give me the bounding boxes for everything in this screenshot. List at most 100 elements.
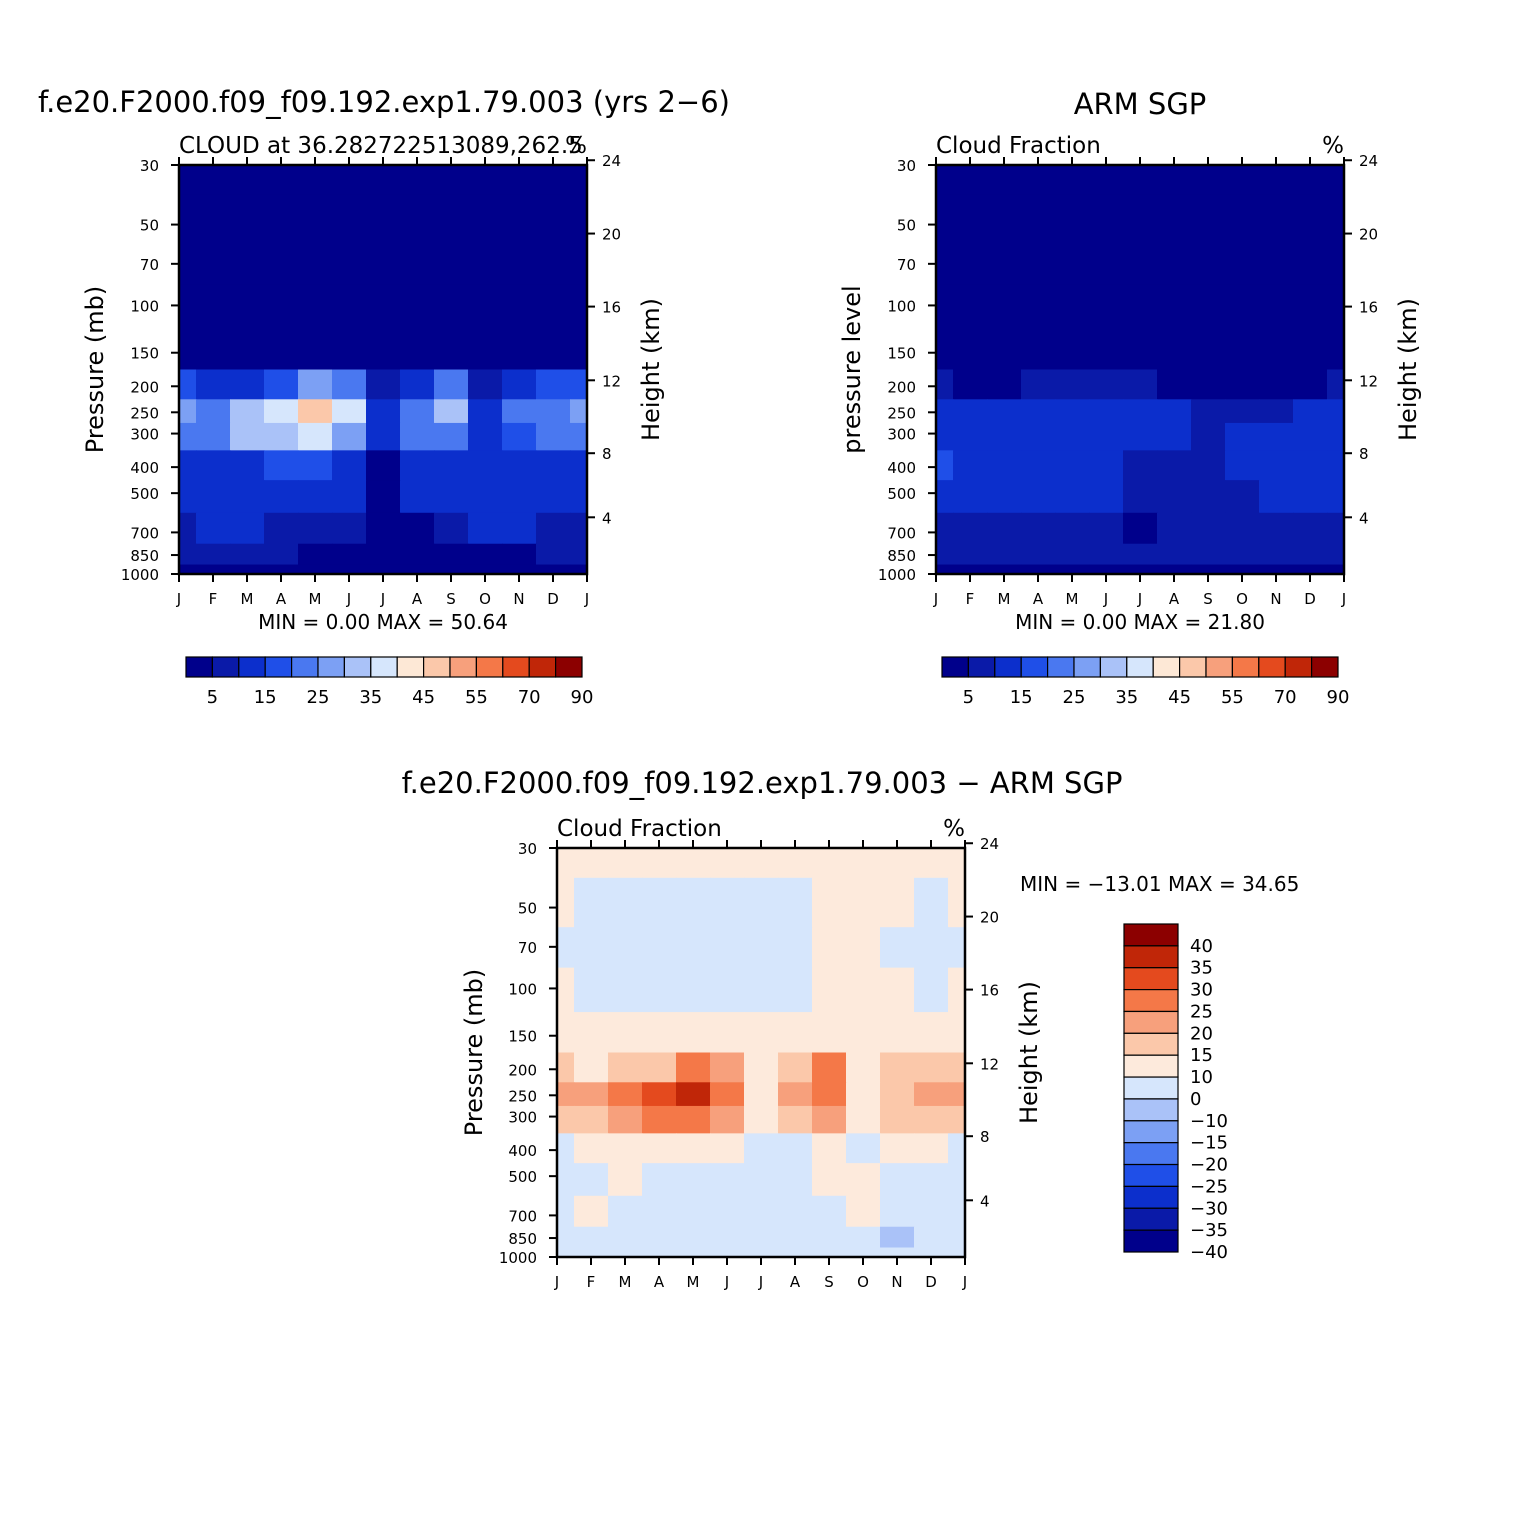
heatmap-cell <box>953 284 988 330</box>
heatmap-cell <box>846 1012 881 1054</box>
heatmap-cell <box>1157 165 1192 196</box>
heatmap-cell <box>846 1052 881 1083</box>
heatmap-cell <box>936 369 954 400</box>
heatmap-cell <box>1157 422 1192 451</box>
heatmap-cell <box>468 165 503 196</box>
heatmap-cell <box>557 1133 575 1164</box>
heatmap-cell <box>778 1226 813 1249</box>
heatmap-cell <box>880 1195 915 1228</box>
height-tick-label: 8 <box>1359 445 1369 463</box>
x-tick-label: F <box>209 590 218 608</box>
heatmap-cell <box>230 399 265 424</box>
heatmap-cell <box>948 848 966 879</box>
heatmap-cell <box>846 927 881 969</box>
y-tick-label: 500 <box>130 485 159 503</box>
heatmap-cell <box>948 1052 966 1083</box>
y-tick-label: 700 <box>887 524 916 542</box>
heatmap-cell <box>812 1226 847 1249</box>
heatmap-cell <box>298 422 333 451</box>
y-tick-label: 400 <box>130 459 159 477</box>
heatmap-cell <box>536 543 571 566</box>
heatmap-cell <box>744 848 779 879</box>
heatmap-cell <box>914 1195 949 1228</box>
heatmap-cell <box>846 877 881 928</box>
heatmap-cell <box>196 450 231 481</box>
heatmap-cell <box>608 1133 643 1164</box>
heatmap-cell <box>744 1105 779 1134</box>
heatmap-cell <box>557 1052 575 1083</box>
heatmap-cell <box>570 244 588 286</box>
heatmap-cell <box>1225 194 1260 245</box>
heatmap-cell <box>1327 512 1345 545</box>
heatmap-cell <box>570 165 588 196</box>
colorbar-swatch <box>185 656 213 678</box>
heatmap-cell <box>536 284 571 330</box>
heatmap-cell <box>468 369 503 400</box>
colorbar-swatch <box>554 656 583 678</box>
x-tick-label: A <box>276 590 287 608</box>
heatmap-cell <box>434 450 469 481</box>
heatmap-cell <box>502 422 537 451</box>
heatmap-cell <box>953 165 988 196</box>
heatmap-cell <box>880 1082 915 1107</box>
heatmap-cell <box>812 1163 847 1197</box>
colorbar-label: 25 <box>1063 687 1086 708</box>
heatmap-cell <box>880 967 915 1013</box>
heatmap-cell <box>536 244 571 286</box>
colorbar-swatch <box>1123 1076 1179 1100</box>
heatmap-cell <box>710 1052 745 1083</box>
heatmap-cell <box>744 1163 779 1197</box>
colorbar-label: 35 <box>1115 687 1138 708</box>
x-tick-label: D <box>925 1273 937 1291</box>
heatmap-cell <box>332 369 367 400</box>
colorbar-swatch <box>1123 945 1179 969</box>
y-tick-label: 50 <box>897 217 916 235</box>
heatmap-cell <box>400 244 435 286</box>
heatmap-cell <box>880 848 915 879</box>
heatmap-cell <box>1089 284 1124 330</box>
panel-subtitle: CLOUD at 36.282722513089,262.5 <box>179 133 583 159</box>
heatmap-cell <box>1021 194 1056 245</box>
y-tick-label: 850 <box>130 547 159 565</box>
heatmap-cell <box>710 1012 745 1054</box>
heatmap-cell <box>366 194 401 245</box>
heatmap-cell <box>1327 564 1345 575</box>
heatmap-cell <box>298 564 333 575</box>
x-tick-label: A <box>654 1273 665 1291</box>
heatmap-cell <box>914 1012 949 1054</box>
min-max-label: MIN = 0.00 MAX = 21.80 <box>1015 610 1265 634</box>
heatmap-cell <box>846 967 881 1013</box>
heatmap-cell <box>1021 244 1056 286</box>
heatmap-cell <box>987 369 1022 400</box>
y-axis-label: Pressure (mb) <box>81 286 109 453</box>
y-tick-label: 200 <box>130 378 159 396</box>
heatmap-cell <box>196 244 231 286</box>
heatmap-cell <box>1089 564 1124 575</box>
heatmap-cell <box>1259 165 1294 196</box>
heatmap-cell <box>1157 564 1192 575</box>
heatmap-cell <box>948 1012 966 1054</box>
heatmap-cell <box>1123 564 1158 575</box>
heatmap-cell <box>366 329 401 371</box>
y-tick-label: 70 <box>518 939 537 957</box>
heatmap-cell <box>880 1052 915 1083</box>
colorbar-label: −10 <box>1190 1111 1228 1132</box>
heatmap-cell <box>936 480 954 514</box>
colorbar-label: −30 <box>1190 1198 1228 1219</box>
heatmap-cell <box>264 369 299 400</box>
heatmap-cell <box>812 1052 847 1083</box>
heatmap-cell <box>1191 399 1226 424</box>
heatmap-cell <box>196 422 231 451</box>
heatmap-cell <box>468 564 503 575</box>
heatmap-cell <box>468 543 503 566</box>
height-tick-label: 8 <box>602 445 612 463</box>
heatmap-cell <box>1191 165 1226 196</box>
heatmap-cell <box>1123 284 1158 330</box>
heatmap-cell <box>1327 422 1345 451</box>
heatmap-cell <box>608 848 643 879</box>
heatmap-cell <box>642 927 677 969</box>
heatmap-cell <box>502 194 537 245</box>
heatmap-cell <box>434 194 469 245</box>
y-tick-label: 400 <box>887 459 916 477</box>
heatmap-cell <box>179 194 197 245</box>
